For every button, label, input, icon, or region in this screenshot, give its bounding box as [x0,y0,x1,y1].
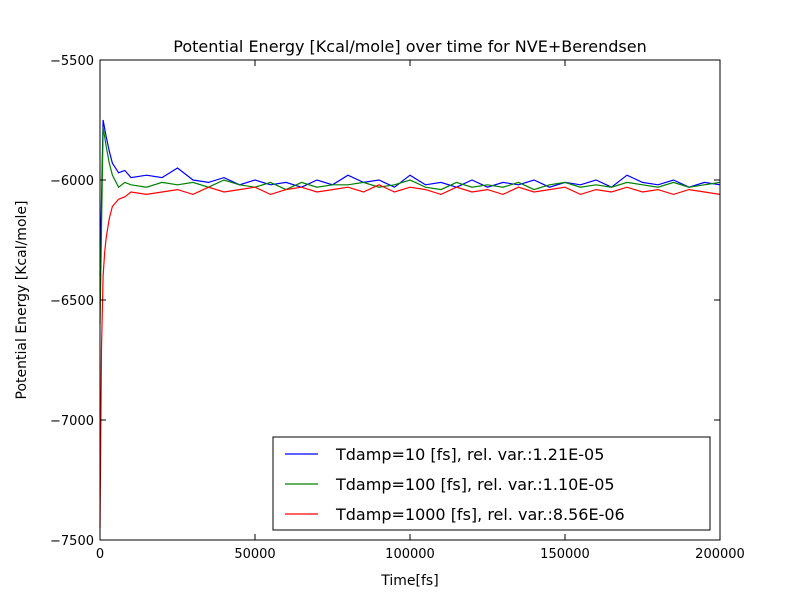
series-line-2 [99,127,721,325]
x-tick-label: 100000 [385,547,435,562]
y-tick-label: −6500 [50,294,94,309]
y-tick-label: −6000 [50,174,94,189]
x-tick-label: 0 [96,547,104,562]
y-tick-label: −5500 [50,54,94,69]
legend-label-2: Tdamp=100 [fs], rel. var.:1.10E-05 [335,475,615,494]
legend-label-3: Tdamp=1000 [fs], rel. var.:8.56E-06 [335,505,625,524]
x-tick-label: 150000 [540,547,590,562]
legend: Tdamp=10 [fs], rel. var.:1.21E-05 Tdamp=1… [272,436,711,531]
plot-frame [99,59,721,541]
y-axis-label: Potential Energy [Kcal/mole] [14,201,30,400]
legend-box [272,436,711,531]
chart-title: Potential Energy [Kcal/mole] over time f… [173,37,646,56]
x-axis-label: Time[fs] [380,573,438,589]
y-tick-label: −7000 [50,414,94,429]
series-layer [99,119,721,529]
legend-label-1: Tdamp=10 [fs], rel. var.:1.21E-05 [335,445,604,464]
series-line-1 [99,119,721,277]
y-tick-label: −7500 [50,534,94,549]
x-tick-label: 200000 [695,547,745,562]
x-tick-label: 50000 [234,547,275,562]
series-line-3 [99,184,721,529]
